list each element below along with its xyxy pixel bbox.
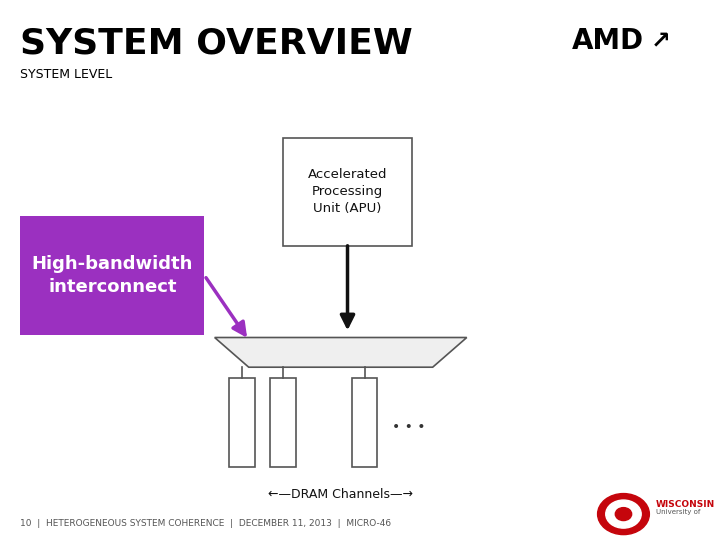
FancyBboxPatch shape — [270, 378, 296, 467]
Text: High-bandwidth
interconnect: High-bandwidth interconnect — [32, 254, 193, 296]
Text: ↗: ↗ — [651, 30, 670, 53]
Text: ←—DRAM Channels—→: ←—DRAM Channels—→ — [268, 488, 413, 501]
Text: Accelerated
Processing
Unit (APU): Accelerated Processing Unit (APU) — [307, 168, 387, 215]
Polygon shape — [215, 338, 467, 367]
Circle shape — [616, 508, 631, 521]
Circle shape — [598, 494, 649, 535]
Circle shape — [606, 500, 642, 528]
Text: • • •: • • • — [392, 420, 426, 434]
Text: SYSTEM LEVEL: SYSTEM LEVEL — [20, 68, 113, 80]
FancyBboxPatch shape — [351, 378, 377, 467]
Text: AMD: AMD — [572, 27, 644, 55]
Text: SYSTEM OVERVIEW: SYSTEM OVERVIEW — [20, 27, 413, 61]
FancyBboxPatch shape — [20, 216, 204, 335]
FancyBboxPatch shape — [283, 138, 413, 246]
Text: University of: University of — [656, 509, 701, 516]
Text: WISCONSIN: WISCONSIN — [656, 500, 716, 509]
FancyBboxPatch shape — [229, 378, 255, 467]
Text: 10  |  HETEROGENEOUS SYSTEM COHERENCE  |  DECEMBER 11, 2013  |  MICRO-46: 10 | HETEROGENEOUS SYSTEM COHERENCE | DE… — [20, 519, 392, 528]
